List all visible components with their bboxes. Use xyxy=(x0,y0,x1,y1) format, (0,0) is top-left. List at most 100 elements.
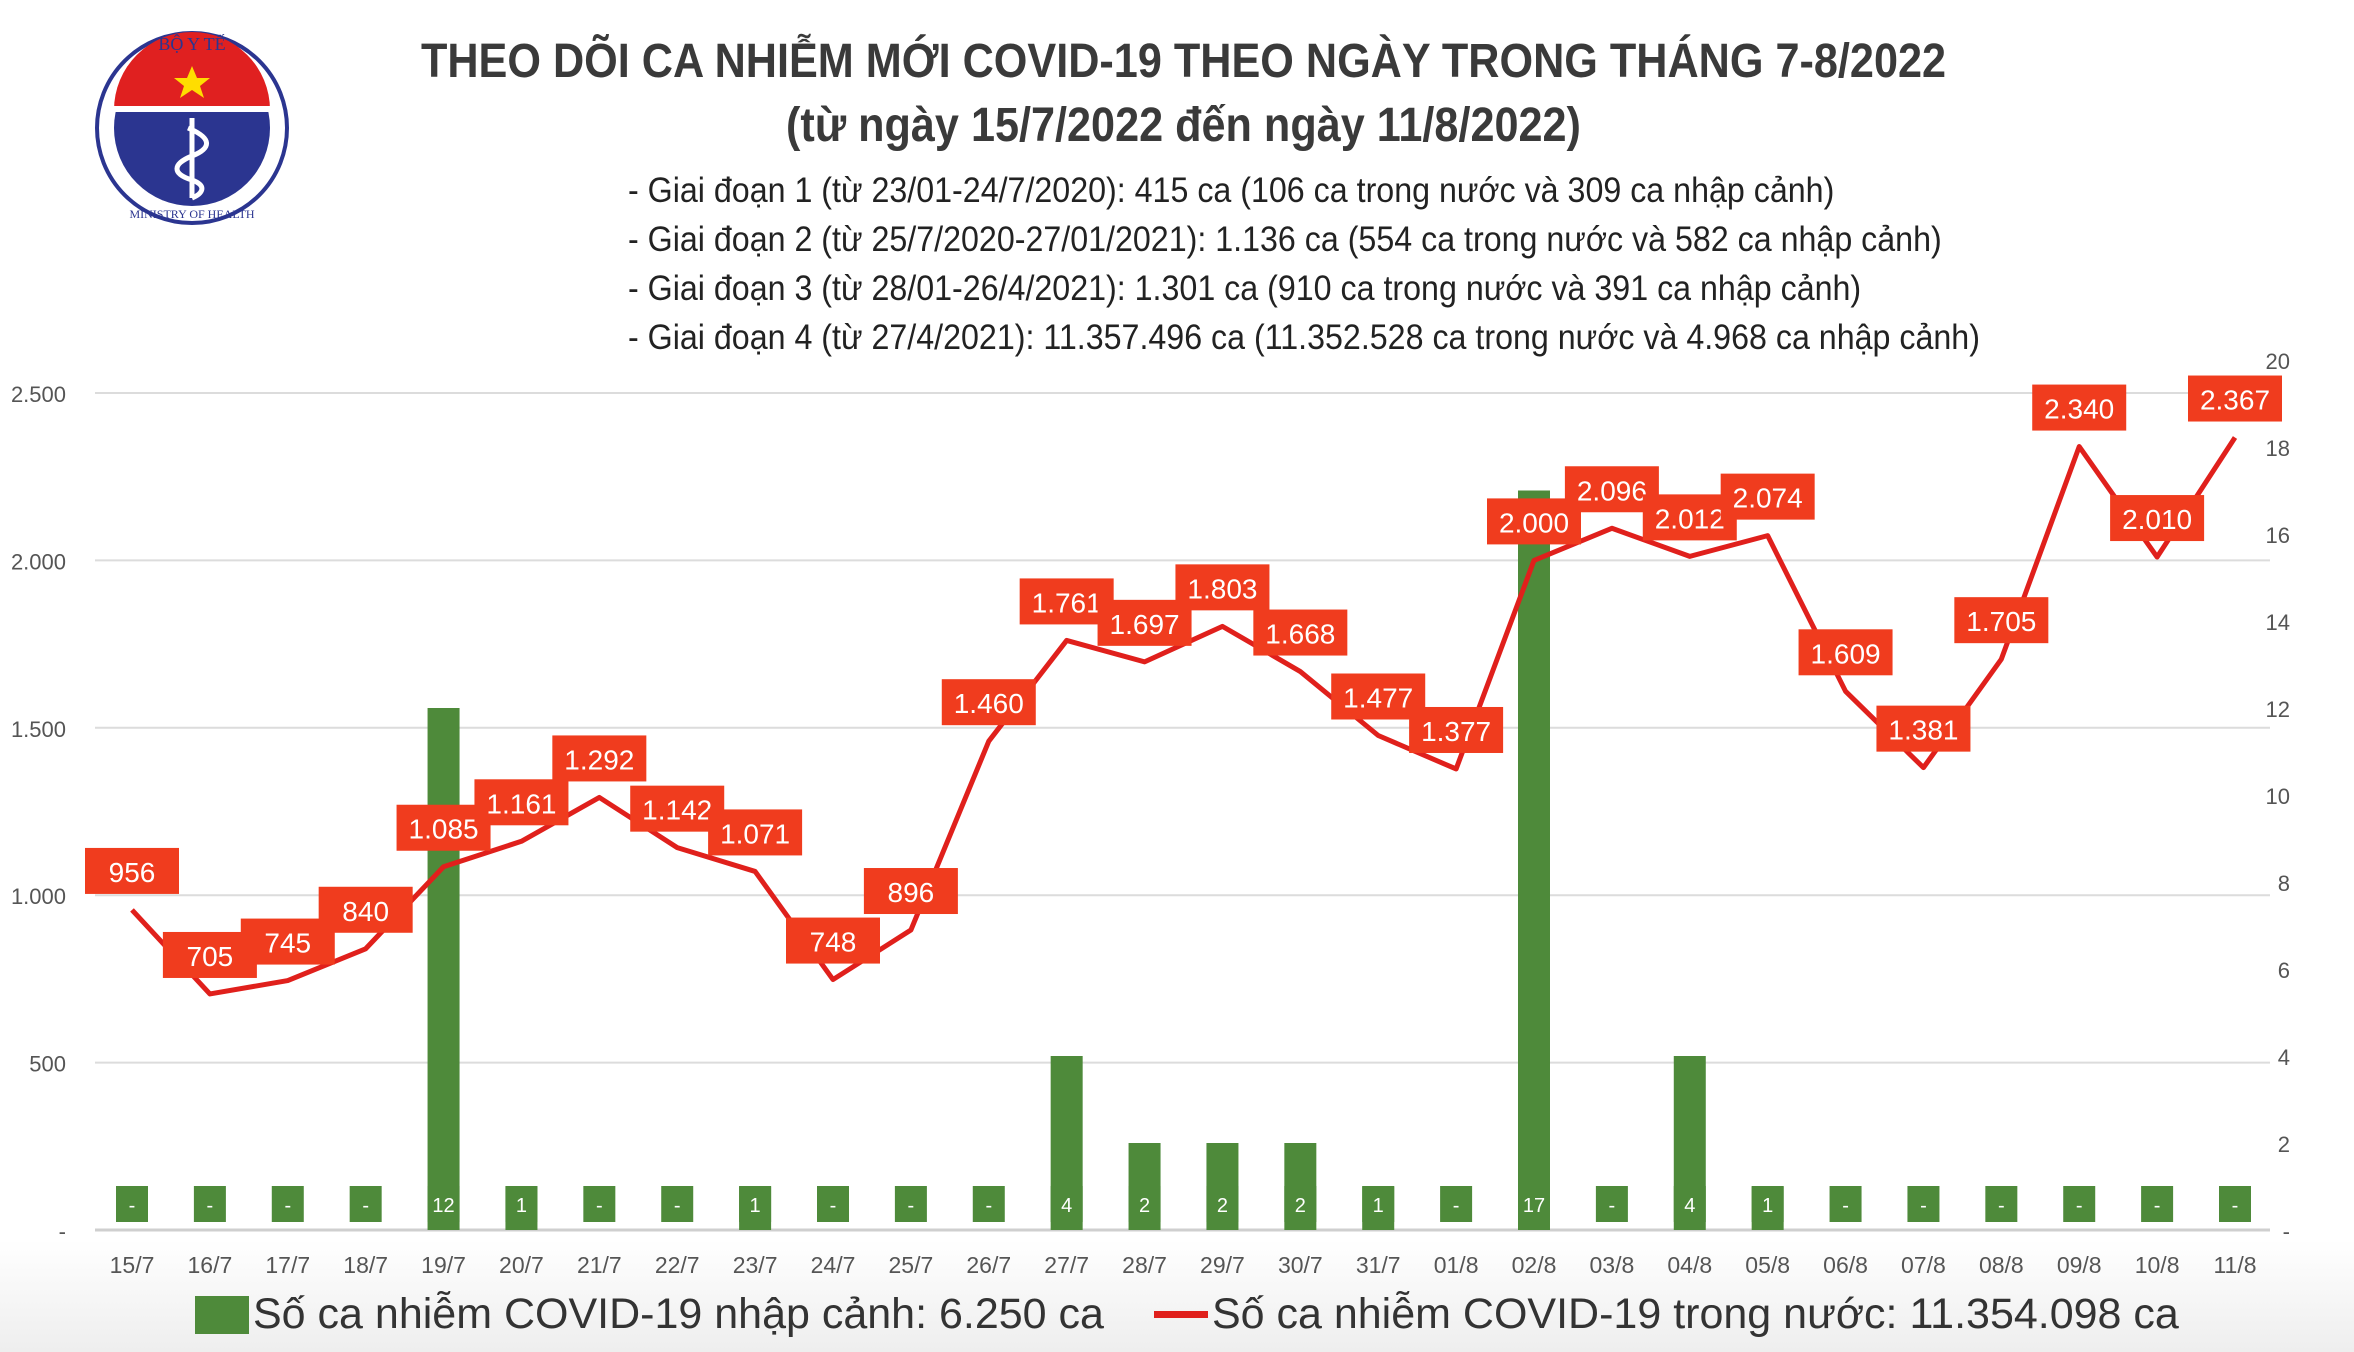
y-right-tick: 10 xyxy=(2266,784,2290,809)
line-label: 1.705 xyxy=(1966,606,2036,637)
line-label: 1.697 xyxy=(1110,609,1180,640)
y-left-tick: 1.500 xyxy=(11,717,66,742)
line-label: 2.010 xyxy=(2122,504,2192,535)
y-right-tick: 2 xyxy=(2278,1132,2290,1157)
bar-label-box xyxy=(739,1186,772,1222)
line-label-box xyxy=(2188,375,2282,422)
legend-label-domestic: Số ca nhiễm COVID-19 trong nước: 11.354.… xyxy=(1211,1290,2179,1338)
line-label: 2.367 xyxy=(2200,385,2270,416)
line-label-box xyxy=(2032,384,2127,431)
line-label: 1.071 xyxy=(720,818,790,849)
bar-label: 1 xyxy=(1373,1195,1384,1217)
x-tick: 25/7 xyxy=(889,1252,934,1278)
x-tick: 04/8 xyxy=(1667,1252,1712,1278)
bar-label-box xyxy=(1751,1186,1784,1222)
line-label-box xyxy=(786,917,880,964)
y-right-tick: 16 xyxy=(2266,523,2290,548)
line-label-box xyxy=(863,868,958,915)
line-label-box xyxy=(1409,706,1504,753)
svg-text:BỘ Y TẾ: BỘ Y TẾ xyxy=(158,33,225,54)
bar-label: - xyxy=(2232,1195,2239,1217)
bar-label: - xyxy=(2154,1195,2161,1217)
x-tick: 18/7 xyxy=(343,1252,388,1278)
x-tick: 21/7 xyxy=(577,1252,622,1278)
x-tick: 28/7 xyxy=(1122,1252,1167,1278)
y-right-tick: 20 xyxy=(2266,349,2290,374)
bar-label: - xyxy=(830,1195,837,1217)
x-tick: 07/8 xyxy=(1901,1252,1946,1278)
line-label: 748 xyxy=(810,927,857,958)
bar-label: 2 xyxy=(1295,1195,1306,1217)
x-tick: 22/7 xyxy=(655,1252,700,1278)
line-label-box xyxy=(552,735,647,782)
bar-label: - xyxy=(284,1195,291,1217)
bar-label: - xyxy=(362,1195,369,1217)
bar-label: - xyxy=(1998,1195,2005,1217)
x-tick: 01/8 xyxy=(1434,1252,1479,1278)
x-tick: 30/7 xyxy=(1278,1252,1323,1278)
bar-label-box xyxy=(2219,1186,2251,1222)
bar-label: 17 xyxy=(1523,1195,1545,1217)
line-label: 1.085 xyxy=(409,814,479,845)
bar-label-box xyxy=(817,1186,849,1222)
line-label-box xyxy=(708,809,803,856)
legend-swatch-domestic xyxy=(1153,1311,1208,1318)
chart-title: THEO DÕI CA NHIỄM MỚI COVID-19 THEO NGÀY… xyxy=(420,35,1947,88)
bar-label-box xyxy=(1440,1186,1473,1222)
x-tick: 17/7 xyxy=(265,1252,310,1278)
bar-label: 12 xyxy=(432,1195,454,1217)
y-right-tick: 18 xyxy=(2266,436,2290,461)
bar-label-box xyxy=(1206,1186,1239,1222)
line-label-box xyxy=(1253,609,1348,656)
x-tick: 20/7 xyxy=(499,1252,544,1278)
y-right-tick: 8 xyxy=(2278,871,2290,896)
bar-label-box xyxy=(1284,1186,1317,1222)
line-label: 1.803 xyxy=(1187,573,1257,604)
bar-label-box xyxy=(1829,1186,1862,1222)
y-right-tick: 6 xyxy=(2278,958,2290,983)
legend-swatch-imported xyxy=(195,1295,249,1334)
line-label-box xyxy=(474,779,569,826)
x-tick: 19/7 xyxy=(421,1252,466,1278)
bar-label-box xyxy=(972,1186,1005,1222)
line-label: 1.761 xyxy=(1032,587,1102,618)
bar-label: - xyxy=(674,1195,681,1217)
bar-label: 2 xyxy=(1139,1195,1150,1217)
bar-label-box xyxy=(1673,1186,1706,1222)
line-label-box xyxy=(941,679,1036,726)
bar-label-box xyxy=(505,1186,538,1222)
y-left-tick: - xyxy=(59,1219,66,1244)
bar-label-box xyxy=(1128,1186,1161,1222)
line-label: 1.142 xyxy=(642,795,712,826)
y-right-tick: 4 xyxy=(2278,1045,2290,1070)
line-label-box xyxy=(1175,564,1270,611)
line-label: 1.161 xyxy=(486,788,556,819)
line-label: 1.460 xyxy=(954,688,1024,719)
chart-subtitle: (từ ngày 15/7/2022 đến ngày 11/8/2022) xyxy=(786,99,1581,152)
bar-label-box xyxy=(271,1186,304,1222)
line-label: 1.609 xyxy=(1811,638,1881,669)
bar-label: - xyxy=(1920,1195,1927,1217)
y-left-tick: 1.000 xyxy=(11,884,66,909)
line-label: 2.000 xyxy=(1499,507,1569,538)
phase-3: - Giai đoạn 3 (từ 28/01-26/4/2021): 1.30… xyxy=(628,269,1862,308)
bar-label: - xyxy=(129,1195,136,1217)
line-label-box xyxy=(1954,597,2049,644)
x-tick: 03/8 xyxy=(1590,1252,1635,1278)
bar-label-box xyxy=(193,1186,226,1222)
phase-4: - Giai đoạn 4 (từ 27/4/2021): 11.357.496… xyxy=(628,318,1980,357)
ministry-of-health-logo: BỘ Y TẾ MINISTRY OF HEALTH xyxy=(95,31,289,225)
line-label: 745 xyxy=(264,928,311,959)
x-tick: 24/7 xyxy=(811,1252,856,1278)
bar-label-box xyxy=(661,1186,694,1222)
x-tick: 02/8 xyxy=(1512,1252,1557,1278)
bar-label: - xyxy=(596,1195,603,1217)
bar-label-box xyxy=(894,1186,927,1222)
bar-label-box xyxy=(2141,1186,2174,1222)
bar-label-box xyxy=(116,1186,148,1222)
phase-1: - Giai đoạn 1 (từ 23/01-24/7/2020): 415 … xyxy=(628,171,1835,210)
line-label-box xyxy=(1876,705,1971,752)
x-tick: 29/7 xyxy=(1200,1252,1245,1278)
bar xyxy=(1518,490,1550,1230)
bar-label: 1 xyxy=(1762,1195,1773,1217)
